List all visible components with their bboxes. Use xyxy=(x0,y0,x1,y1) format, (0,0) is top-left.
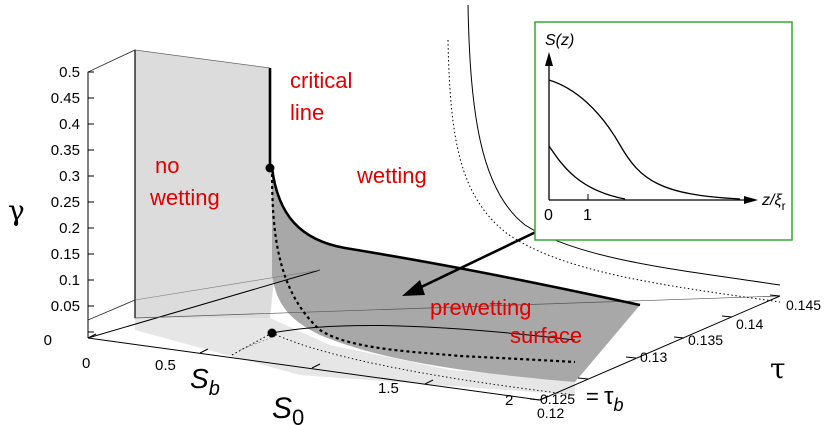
tau-axis-title: τ xyxy=(770,352,786,385)
s0-subscript: 0 xyxy=(292,405,304,425)
sb-symbol: S xyxy=(190,363,209,394)
prewetting-upper-boundary xyxy=(270,167,641,307)
s0-tick-label: 2 xyxy=(505,392,513,409)
prewetting-lower-boundary xyxy=(270,167,576,364)
s0-axis-line xyxy=(87,337,541,401)
s0-tick-label: 0 xyxy=(82,355,90,372)
no-wetting-plane xyxy=(135,50,278,318)
sb-label: Sb xyxy=(190,363,220,400)
gamma-tick-label: 0.1 xyxy=(59,272,80,289)
wetting-curve-solid xyxy=(467,4,781,286)
tau-b-symbol: τ xyxy=(604,383,614,410)
tau-tick-label: 0.145 xyxy=(786,297,821,313)
tau-tick-label: 0.14 xyxy=(736,316,763,332)
s0-tick-label: 0.5 xyxy=(155,357,176,374)
s0-ticks xyxy=(87,333,549,401)
critical-line-label-1: critical xyxy=(290,68,352,93)
inset-x-tick-label: 1 xyxy=(583,207,592,224)
s0-axis-title: S0 xyxy=(272,392,304,425)
no-wetting-label-1: no xyxy=(155,153,179,178)
no-wetting-plane-top-edge xyxy=(134,49,271,69)
inset-x-tick-label: 0 xyxy=(544,207,553,224)
inset-arrow-head xyxy=(402,280,425,296)
no-wetting-label-2: wetting xyxy=(149,185,220,210)
inset-profile-lower xyxy=(548,145,626,200)
tau-tick-label: 0.12 xyxy=(537,405,564,421)
wetting-curve-dotted xyxy=(447,39,781,303)
gamma-tick-label: 0.35 xyxy=(51,142,80,159)
s0-tick-label: 1.5 xyxy=(378,380,399,397)
tau-ticks xyxy=(529,294,781,401)
floor-back-edge xyxy=(87,269,321,339)
gamma-axis-title: γ xyxy=(8,194,25,227)
inset-arrow-line xyxy=(414,228,541,292)
gamma-tick-label: 0.2 xyxy=(59,220,80,237)
tau-tick-label: 0.125 xyxy=(540,391,575,407)
gamma-tick-label: 0.4 xyxy=(59,116,80,133)
tau-tick-label: 0.13 xyxy=(640,349,667,365)
inset-x-label-prefix: z/ξ xyxy=(761,192,782,209)
inset-x-arrowhead xyxy=(744,196,758,204)
gamma-ticks xyxy=(88,71,94,333)
tau-axis-line xyxy=(539,295,781,401)
s0-symbol: S xyxy=(272,392,292,425)
gamma-tick-labels: 0.5 0.45 0.4 0.35 0.3 0.25 0.2 0.15 0.1 … xyxy=(44,64,80,349)
inset-y-arrowhead xyxy=(545,52,553,66)
gamma-tick-label: 0.3 xyxy=(59,168,80,185)
inset-x-label-sub: r xyxy=(782,199,786,213)
critical-point-top xyxy=(265,163,275,173)
gamma-tick-label: 0.15 xyxy=(51,246,80,263)
floor-plane xyxy=(135,318,575,395)
sb-subscript: b xyxy=(209,378,220,400)
prewetting-label-1: prewetting xyxy=(430,295,532,320)
gamma-tick-label: 0.25 xyxy=(51,194,80,211)
tau-b-equals: = xyxy=(586,384,599,409)
tau-b-label: τb xyxy=(604,383,624,415)
critical-point-floor xyxy=(267,328,277,338)
prewetting-label-2: surface xyxy=(510,323,582,348)
critical-line-label-2: line xyxy=(290,100,324,125)
inset-profile-upper xyxy=(548,79,741,200)
floor-curve xyxy=(271,324,576,341)
floor-back-edge-2 xyxy=(134,295,781,319)
inset-y-label: S(z) xyxy=(545,32,574,49)
gamma-tick-label: 0.45 xyxy=(51,90,80,107)
inset-frame xyxy=(534,21,793,241)
wetting-label: wetting xyxy=(356,163,427,188)
tau-b-subscript: b xyxy=(613,395,623,415)
back-wall-outline xyxy=(87,49,136,321)
tau-tick-label: 0.135 xyxy=(688,332,723,348)
gamma-tick-label: 0.5 xyxy=(59,64,80,81)
grid-line-1 xyxy=(134,269,321,301)
gamma-tick-label: 0 xyxy=(44,332,52,349)
inset-x-label: z/ξr xyxy=(761,192,786,213)
prewetting-surface xyxy=(272,168,640,382)
gamma-tick-label: 0.05 xyxy=(51,298,80,315)
